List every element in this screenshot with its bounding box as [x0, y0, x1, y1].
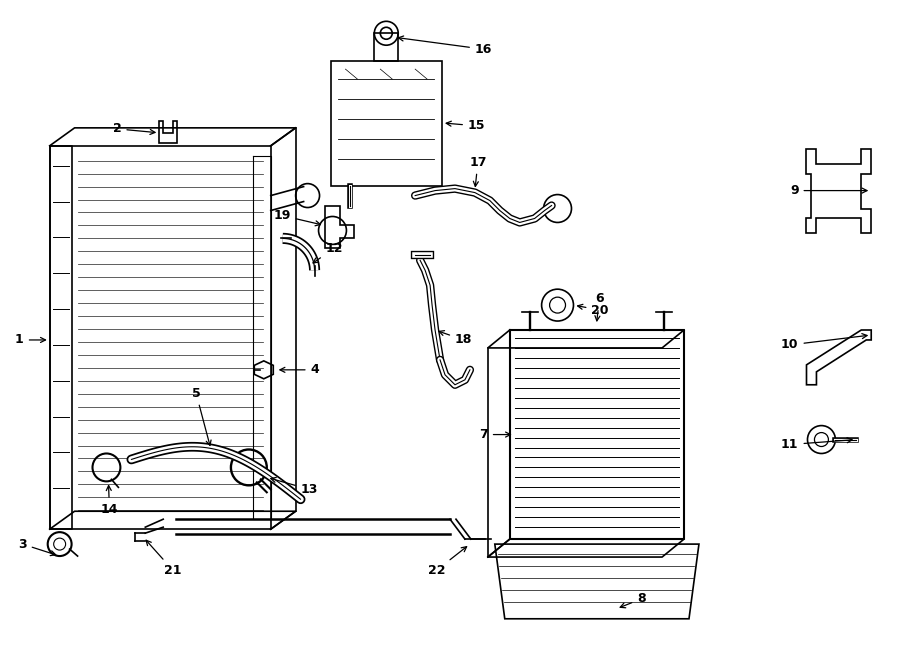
Text: 12: 12 [313, 242, 343, 263]
Text: 20: 20 [578, 303, 609, 317]
Text: 2: 2 [112, 122, 155, 136]
Text: 4: 4 [280, 364, 319, 376]
Text: 7: 7 [479, 428, 510, 441]
Text: 8: 8 [620, 592, 646, 607]
Text: 15: 15 [446, 120, 485, 132]
Text: 17: 17 [469, 156, 487, 186]
Text: 1: 1 [15, 333, 46, 346]
Text: 11: 11 [781, 438, 852, 451]
Text: 9: 9 [790, 184, 867, 197]
Text: 3: 3 [18, 537, 56, 556]
Text: 14: 14 [101, 486, 118, 516]
Text: 5: 5 [192, 387, 211, 446]
Text: 22: 22 [428, 547, 466, 577]
Text: 13: 13 [271, 477, 318, 496]
Bar [330, 61, 442, 186]
Text: 6: 6 [595, 292, 604, 321]
Text: 18: 18 [439, 330, 472, 346]
Text: 19: 19 [274, 209, 320, 226]
Text: 16: 16 [399, 36, 492, 56]
Text: 21: 21 [146, 540, 182, 577]
Bar [374, 33, 398, 61]
Text: 10: 10 [781, 334, 867, 352]
